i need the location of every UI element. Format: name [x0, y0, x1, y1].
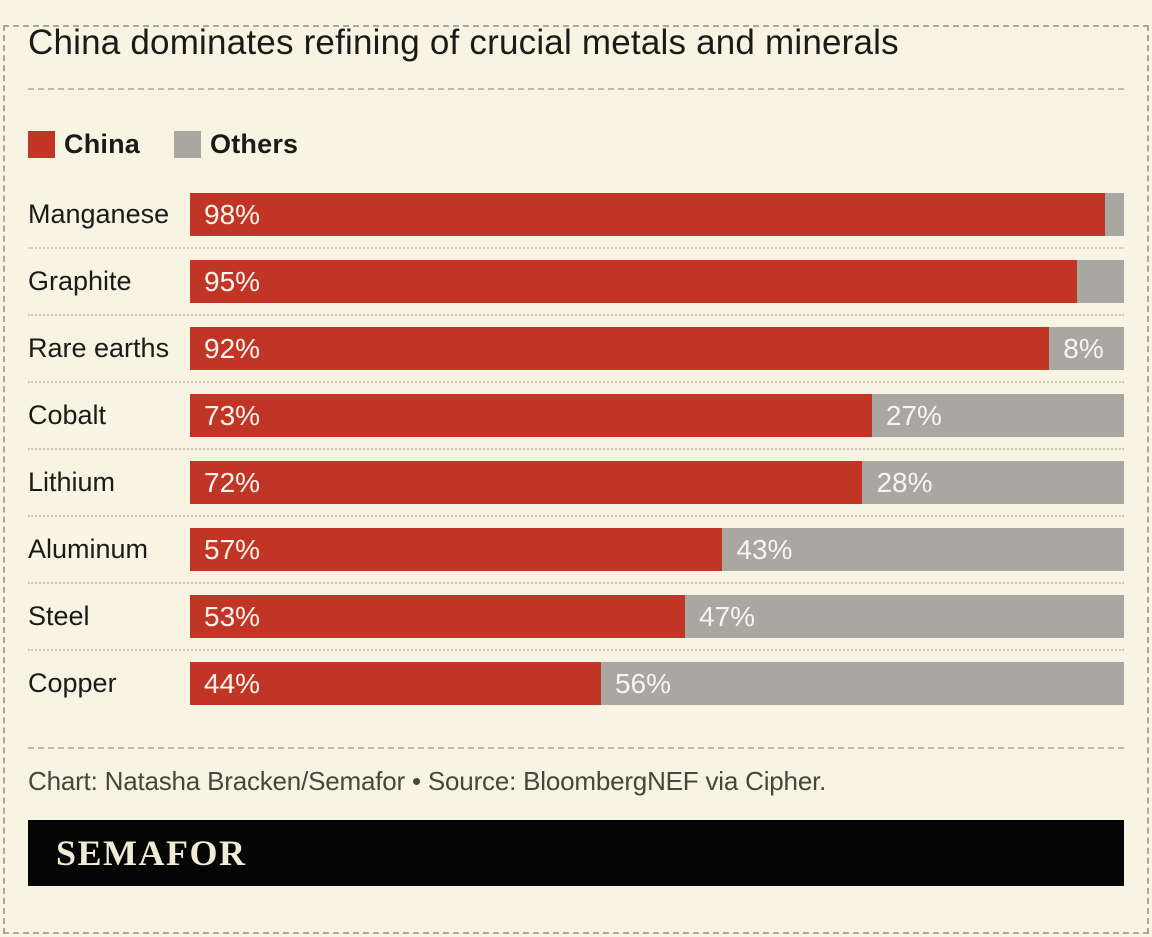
- bar-segment-china: 44%: [190, 662, 601, 705]
- category-label: Graphite: [28, 266, 132, 296]
- bar-segment-china: 57%: [190, 528, 723, 571]
- others-swatch-icon: [174, 130, 202, 158]
- chart-row: Copper 44% 56%: [28, 649, 1124, 705]
- stacked-bar: 57% 43%: [190, 528, 1124, 571]
- bar-segment-others: 47%: [685, 595, 1124, 638]
- bar-value-label-china: 57%: [204, 533, 261, 565]
- bar-value-label-others: 47%: [699, 600, 756, 632]
- chart-row: Manganese 98%: [28, 193, 1124, 247]
- bar-segment-china: 98%: [190, 193, 1106, 236]
- bar-segment-china: 95%: [190, 260, 1078, 303]
- legend: China Others: [28, 129, 1124, 160]
- stacked-bar: 72% 28%: [190, 461, 1124, 504]
- legend-label-china: China: [64, 128, 141, 159]
- semafor-logo: SEMAFOR: [56, 833, 247, 873]
- chart-card: China dominates refining of crucial meta…: [0, 22, 1152, 886]
- bar-segment-others: 56%: [600, 662, 1124, 705]
- legend-item-others: Others: [174, 129, 298, 160]
- category-label: Rare earths: [28, 333, 170, 363]
- bar-value-label-china: 72%: [204, 466, 261, 498]
- bar-value-label-china: 73%: [204, 399, 261, 431]
- bar-value-label-others: 56%: [614, 667, 671, 699]
- category-label: Steel: [28, 601, 90, 631]
- chart-row: Graphite 95%: [28, 247, 1124, 314]
- chart-row: Rare earths 92% 8%: [28, 314, 1124, 381]
- chart-rows: Manganese 98% Graphite 95% Rare earths 9…: [28, 193, 1124, 705]
- bar-segment-others: [1105, 193, 1124, 236]
- bar-value-label-others: 43%: [736, 533, 793, 565]
- category-label: Aluminum: [28, 534, 149, 564]
- bar-segment-china: 92%: [190, 327, 1050, 370]
- chart-row: Cobalt 73% 27%: [28, 381, 1124, 448]
- bar-value-label-china: 44%: [204, 667, 261, 699]
- bar-value-label-china: 92%: [204, 332, 261, 364]
- category-label: Manganese: [28, 199, 170, 229]
- chart-row: Lithium 72% 28%: [28, 448, 1124, 515]
- stacked-bar: 44% 56%: [190, 662, 1124, 705]
- stacked-bar: 53% 47%: [190, 595, 1124, 638]
- credit-line: Chart: Natasha Bracken/Semafor • Source:…: [28, 766, 827, 796]
- stacked-bar: 73% 27%: [190, 394, 1124, 437]
- category-label: Copper: [28, 668, 117, 698]
- stacked-bar: 95%: [190, 260, 1124, 303]
- stacked-bar: 92% 8%: [190, 327, 1124, 370]
- legend-label-others: Others: [210, 128, 299, 159]
- bar-value-label-china: 95%: [204, 265, 261, 297]
- stacked-bar: 98%: [190, 193, 1124, 236]
- chart-row: Aluminum 57% 43%: [28, 515, 1124, 582]
- logo-bar: SEMAFOR: [28, 820, 1124, 886]
- bar-segment-others: 28%: [862, 461, 1124, 504]
- bar-segment-others: [1077, 260, 1124, 303]
- bar-value-label-others: 8%: [1063, 332, 1104, 364]
- chart-row: Steel 53% 47%: [28, 582, 1124, 649]
- china-swatch-icon: [28, 130, 55, 158]
- legend-item-china: China: [28, 129, 140, 160]
- bar-segment-others: 8%: [1049, 327, 1124, 370]
- bar-segment-china: 73%: [190, 394, 872, 437]
- bar-segment-china: 72%: [190, 461, 863, 504]
- bar-segment-others: 43%: [722, 528, 1124, 571]
- category-label: Lithium: [28, 467, 116, 497]
- footer-divider: [28, 747, 1124, 749]
- bar-value-label-others: 27%: [885, 399, 942, 431]
- category-label: Cobalt: [28, 400, 107, 430]
- bar-value-label-others: 28%: [876, 466, 933, 498]
- bar-segment-china: 53%: [190, 595, 686, 638]
- title-divider: [28, 88, 1124, 90]
- bar-segment-others: 27%: [871, 394, 1124, 437]
- chart-title: China dominates refining of crucial meta…: [28, 23, 899, 62]
- bar-value-label-china: 53%: [204, 600, 261, 632]
- bar-value-label-china: 98%: [204, 198, 261, 230]
